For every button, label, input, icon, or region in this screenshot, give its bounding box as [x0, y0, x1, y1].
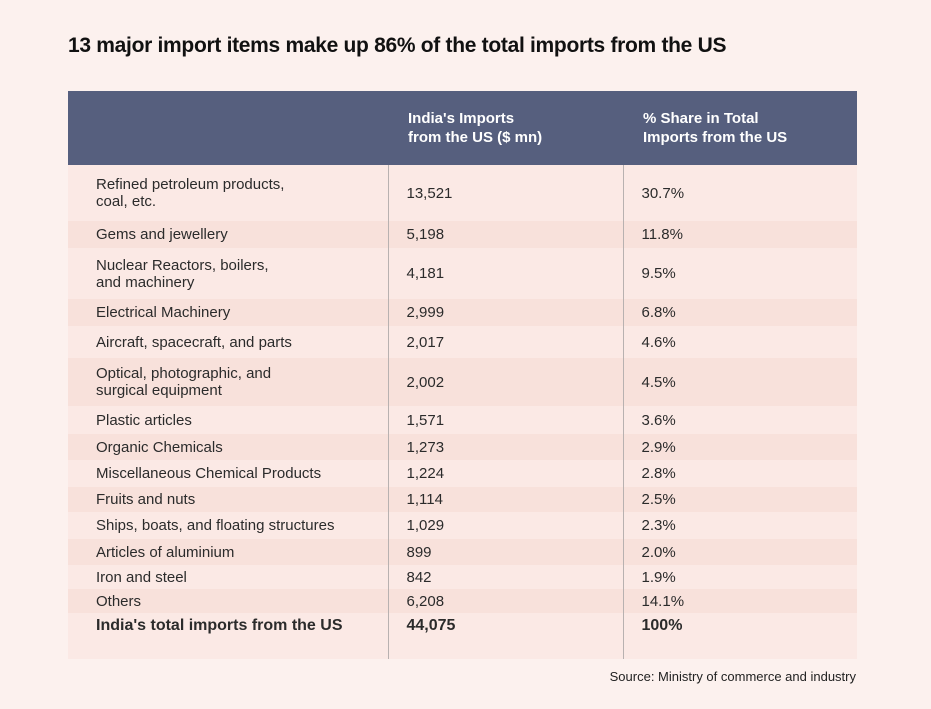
import-value: 4,181 — [387, 248, 623, 299]
import-value: 899 — [387, 539, 623, 565]
table-row: Plastic articles 1,571 3.6% — [68, 406, 857, 434]
table-row: Aircraft, spacecraft, and parts 2,017 4.6% — [68, 326, 857, 358]
header-share: % Share in Total Imports from the US — [623, 91, 857, 165]
import-value: 2,999 — [387, 299, 623, 326]
table-row: Articles of aluminium 899 2.0% — [68, 539, 857, 565]
table-row: Nuclear Reactors, boilers, and machinery 4… — [68, 248, 857, 299]
table-header-row: India's Imports from the US ($ mn) % Shar… — [68, 91, 857, 165]
share-value: 1.9% — [622, 565, 857, 589]
header-imports: India's Imports from the US ($ mn) — [388, 91, 623, 165]
table-row: Electrical Machinery 2,999 6.8% — [68, 299, 857, 326]
table-row: Ships, boats, and floating structures 1,0… — [68, 512, 857, 539]
table-row: Optical, photographic, and surgical equip… — [68, 358, 857, 406]
item-name: Plastic articles — [68, 406, 388, 434]
share-value: 4.5% — [622, 358, 857, 406]
table-row: Iron and steel 842 1.9% — [68, 565, 857, 589]
share-value: 2.3% — [622, 512, 857, 539]
import-value: 2,017 — [387, 326, 623, 358]
total-share: 100% — [622, 613, 857, 659]
item-name: Organic Chemicals — [68, 434, 388, 460]
table-row: Gems and jewellery 5,198 11.8% — [68, 221, 857, 248]
share-value: 2.9% — [622, 434, 857, 460]
item-name: Ships, boats, and floating structures — [68, 512, 388, 539]
import-value: 1,224 — [387, 460, 623, 487]
import-value: 5,198 — [387, 221, 623, 248]
item-name: Miscellaneous Chemical Products — [68, 460, 388, 487]
table-row: Others 6,208 14.1% — [68, 589, 857, 613]
total-value: 44,075 — [387, 613, 623, 659]
item-name: Articles of aluminium — [68, 539, 388, 565]
import-value: 1,029 — [387, 512, 623, 539]
table-row: Organic Chemicals 1,273 2.9% — [68, 434, 857, 460]
share-value: 14.1% — [622, 589, 857, 613]
share-value: 11.8% — [622, 221, 857, 248]
share-value: 30.7% — [622, 165, 857, 221]
import-value: 13,521 — [387, 165, 623, 221]
source-note: Source: Ministry of commerce and industr… — [609, 669, 856, 684]
share-value: 2.5% — [622, 487, 857, 512]
import-value: 1,571 — [387, 406, 623, 434]
import-value: 1,273 — [387, 434, 623, 460]
import-value: 1,114 — [387, 487, 623, 512]
item-name: Gems and jewellery — [68, 221, 388, 248]
imports-table: India's Imports from the US ($ mn) % Shar… — [68, 91, 857, 659]
table-row: Refined petroleum products, coal, etc. 13,… — [68, 165, 857, 221]
table-row: Fruits and nuts 1,114 2.5% — [68, 487, 857, 512]
share-value: 3.6% — [622, 406, 857, 434]
item-name: Electrical Machinery — [68, 299, 388, 326]
table-row: Miscellaneous Chemical Products 1,224 2.8% — [68, 460, 857, 487]
item-name: Aircraft, spacecraft, and parts — [68, 326, 388, 358]
total-row: India's total imports from the US 44,075 1… — [68, 613, 857, 659]
item-name: Optical, photographic, and surgical equip… — [68, 358, 388, 406]
import-value: 2,002 — [387, 358, 623, 406]
share-value: 6.8% — [622, 299, 857, 326]
total-label: India's total imports from the US — [68, 613, 388, 659]
item-name: Nuclear Reactors, boilers, and machinery — [68, 248, 388, 299]
item-name: Refined petroleum products, coal, etc. — [68, 165, 388, 221]
item-name: Iron and steel — [68, 565, 388, 589]
item-name: Others — [68, 589, 388, 613]
import-value: 842 — [387, 565, 623, 589]
share-value: 2.8% — [622, 460, 857, 487]
header-item — [68, 91, 388, 165]
share-value: 2.0% — [622, 539, 857, 565]
import-value: 6,208 — [387, 589, 623, 613]
item-name: Fruits and nuts — [68, 487, 388, 512]
chart-title: 13 major import items make up 86% of the… — [68, 34, 727, 57]
share-value: 4.6% — [622, 326, 857, 358]
share-value: 9.5% — [622, 248, 857, 299]
